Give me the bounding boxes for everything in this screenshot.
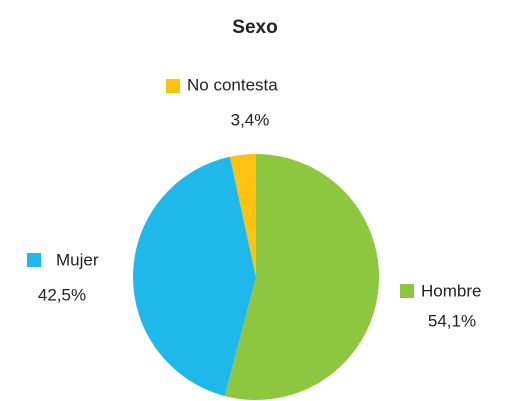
legend-key xyxy=(400,284,414,298)
legend-key xyxy=(27,253,41,267)
slice-value-label: 54,1% xyxy=(428,311,476,330)
slice-name: Mujer xyxy=(56,250,99,269)
pie-slice xyxy=(224,154,379,400)
slice-name: No contesta xyxy=(187,75,278,94)
chart-title: Sexo xyxy=(232,17,277,38)
slice-name: Hombre xyxy=(421,281,481,300)
slice-value-label: 3,4% xyxy=(231,110,270,129)
legend-key xyxy=(166,79,180,93)
slice-value-label: 42,5% xyxy=(38,285,86,304)
pie-slice xyxy=(132,156,256,396)
pie-slice xyxy=(229,154,256,277)
